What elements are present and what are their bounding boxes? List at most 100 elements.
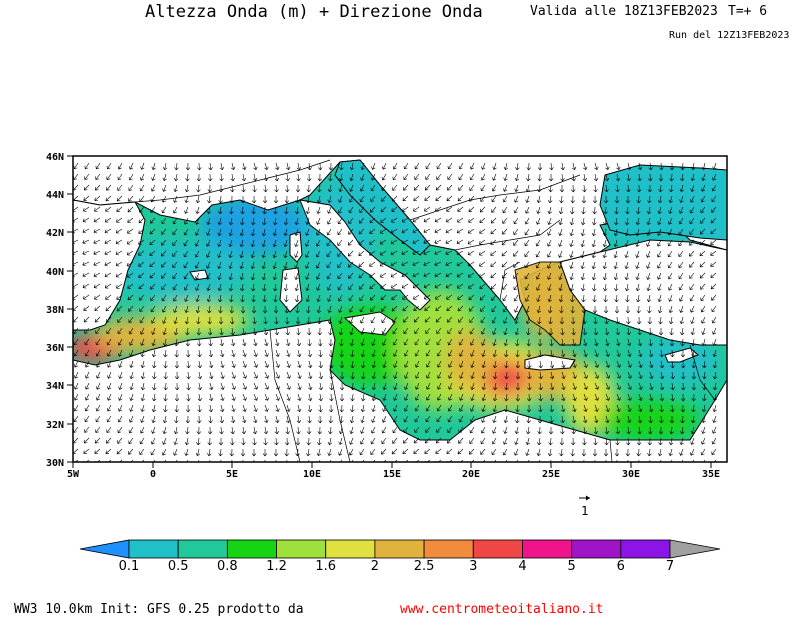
direction-arrow <box>264 349 269 357</box>
direction-arrow <box>680 393 686 402</box>
direction-arrow <box>437 371 442 379</box>
direction-arrow <box>127 283 134 289</box>
direction-arrow <box>415 382 420 390</box>
direction-arrow <box>274 184 279 193</box>
direction-arrow <box>414 360 420 368</box>
direction-arrow <box>208 404 214 413</box>
direction-arrow <box>218 437 224 446</box>
direction-arrow <box>537 327 542 336</box>
direction-arrow <box>217 217 223 226</box>
direction-arrow <box>604 327 610 336</box>
direction-arrow <box>140 404 145 412</box>
direction-arrow <box>138 239 145 245</box>
direction-arrow <box>591 228 597 237</box>
direction-arrow <box>535 261 541 269</box>
direction-arrow <box>710 217 717 224</box>
direction-arrow <box>369 239 376 245</box>
direction-arrow <box>262 305 268 314</box>
direction-arrow <box>515 371 521 380</box>
direction-arrow <box>436 426 442 433</box>
direction-arrow <box>504 371 509 380</box>
direction-arrow <box>262 217 267 226</box>
direction-arrow <box>637 338 643 347</box>
direction-arrow <box>317 184 322 193</box>
direction-arrow <box>572 382 577 390</box>
direction-arrow <box>283 217 289 226</box>
direction-arrow <box>253 349 258 357</box>
direction-arrow <box>538 349 543 358</box>
direction-arrow <box>548 195 553 204</box>
colorbar-tick-label: 1.2 <box>266 559 287 574</box>
direction-arrow <box>318 338 323 347</box>
direction-arrow <box>690 437 695 445</box>
direction-arrow <box>614 294 619 303</box>
direction-arrow <box>447 426 453 433</box>
direction-arrow <box>513 261 519 268</box>
direction-arrow <box>151 338 156 346</box>
direction-arrow <box>196 327 202 336</box>
direction-arrow <box>657 206 662 214</box>
direction-arrow <box>308 382 313 390</box>
direction-arrow <box>140 415 145 423</box>
direction-arrow <box>94 448 101 454</box>
direction-arrow <box>230 415 236 424</box>
direction-arrow <box>230 173 235 182</box>
direction-arrow <box>448 382 453 390</box>
direction-arrow <box>712 404 717 412</box>
direction-arrow <box>480 327 486 335</box>
direction-arrow <box>425 371 431 379</box>
direction-arrow <box>93 272 101 278</box>
direction-arrow <box>306 448 311 457</box>
direction-arrow <box>547 217 552 225</box>
svg-text:44N: 44N <box>46 190 64 201</box>
direction-arrow <box>481 404 486 412</box>
direction-arrow <box>161 195 167 203</box>
direction-arrow <box>626 426 631 435</box>
direction-arrow <box>338 448 343 456</box>
direction-arrow <box>318 382 324 391</box>
direction-arrow <box>614 217 619 226</box>
direction-arrow <box>436 173 442 180</box>
direction-arrow <box>151 404 157 413</box>
direction-arrow <box>691 404 696 413</box>
lat-tick: 42N <box>46 228 73 239</box>
direction-arrow <box>391 305 398 312</box>
direction-arrow <box>117 415 123 423</box>
colorbar-segment <box>177 539 228 559</box>
direction-arrow <box>638 393 643 401</box>
direction-arrow <box>307 404 313 413</box>
direction-arrow <box>459 371 464 379</box>
direction-arrow <box>602 272 608 281</box>
direction-arrow <box>105 305 112 312</box>
direction-arrow <box>184 437 190 446</box>
source-link[interactable]: www.centrometeoitaliano.it <box>400 602 604 617</box>
direction-arrow <box>391 206 398 212</box>
direction-arrow <box>162 184 167 192</box>
direction-arrow <box>515 404 520 413</box>
direction-arrow <box>391 217 398 223</box>
direction-arrow <box>339 349 345 358</box>
direction-arrow <box>337 250 343 257</box>
direction-arrow <box>616 382 621 390</box>
direction-arrow <box>105 294 112 300</box>
direction-arrow <box>370 195 376 202</box>
direction-arrow <box>501 261 508 268</box>
direction-arrow <box>604 316 609 325</box>
direction-arrow <box>307 415 312 424</box>
direction-arrow <box>286 459 288 462</box>
direction-arrow <box>701 162 707 171</box>
direction-arrow <box>196 184 201 193</box>
direction-arrow <box>338 316 343 324</box>
direction-arrow <box>173 437 178 445</box>
direction-arrow <box>582 184 587 193</box>
direction-arrow <box>219 426 224 435</box>
direction-arrow <box>648 415 653 424</box>
direction-arrow <box>614 448 620 457</box>
direction-arrow <box>253 338 258 346</box>
colorbar-segment <box>620 539 671 559</box>
direction-arrow <box>594 371 599 379</box>
direction-arrow <box>581 448 587 457</box>
direction-arrow <box>692 459 695 462</box>
direction-arrow <box>624 272 630 281</box>
direction-arrow <box>184 305 189 313</box>
